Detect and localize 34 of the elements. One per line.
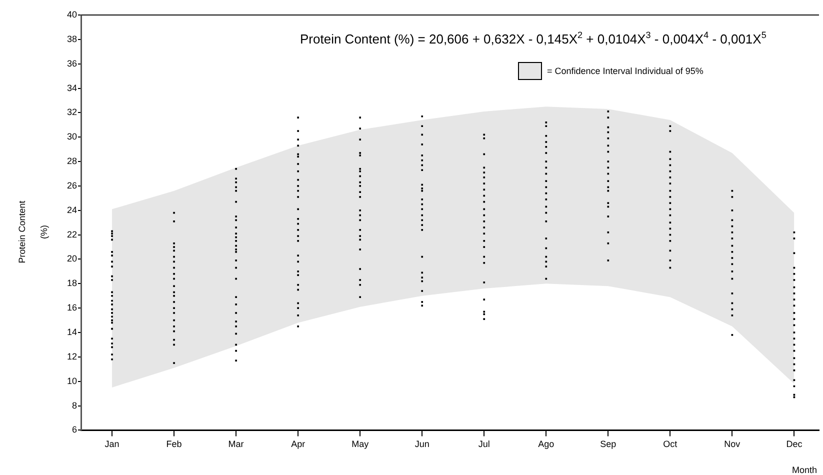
x-tick-label: Ago [538, 439, 554, 450]
x-tick-label: Feb [166, 439, 182, 450]
x-tick-label: May [352, 439, 370, 450]
y-tick-label: 24 [66, 204, 78, 215]
y-tick-label: 12 [66, 351, 78, 362]
y-tick-label: 30 [66, 132, 78, 142]
x-tick-label: Sep [600, 439, 616, 450]
y-tick-label: 38 [66, 34, 78, 44]
y-tick-label: 28 [66, 156, 78, 166]
y-tick-label: 14 [66, 326, 78, 337]
x-tick-label: Oct [663, 439, 678, 450]
y-tick-label: 20 [66, 254, 78, 264]
x-tick-label: Mar [228, 439, 244, 450]
x-tick-label: Nov [724, 439, 741, 450]
y-tick-label: 10 [66, 376, 78, 386]
y-tick-label: 40 [66, 9, 78, 20]
x-tick-label: Jul [478, 439, 490, 450]
x-tick-label: Jan [104, 439, 120, 450]
y-tick-label: 26 [66, 180, 78, 190]
y-tick-label: 16 [66, 302, 78, 313]
y-tick-label: 36 [66, 58, 78, 68]
y-tick-label: 18 [66, 278, 78, 288]
x-tick-label: Jun [414, 439, 430, 450]
y-tick-label: 8 [72, 400, 78, 410]
x-tick-label: Apr [291, 439, 306, 450]
y-tick-label: 6 [72, 424, 78, 435]
y-tick-label: 22 [66, 229, 78, 240]
x-axis-title: Month [792, 465, 817, 475]
x-tick-label: Dec [786, 439, 803, 450]
y-tick-label: 32 [66, 107, 78, 118]
text: Protein Content (%) = 20,606 + 0,632X - 0,145X$^{2}$ + 0,0104X$^{3}$ - 0,004X$^{4}$ - 0,001X$^{5}$ [300, 30, 766, 46]
text: Protein Content (%) [17, 200, 49, 264]
legend-label: = Confidence Interval Individual of 95% [547, 66, 704, 76]
y-tick-label: 34 [66, 82, 78, 93]
